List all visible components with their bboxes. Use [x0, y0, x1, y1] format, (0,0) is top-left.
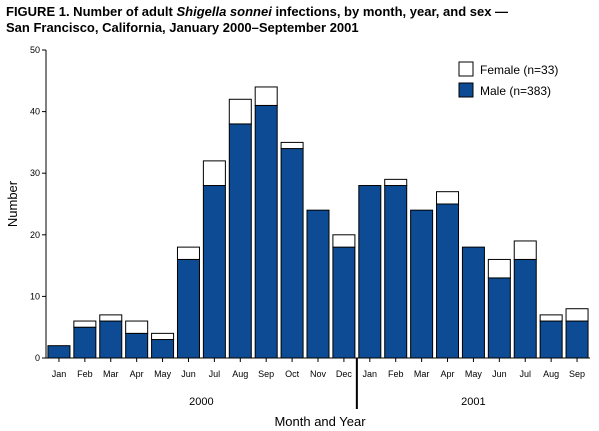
- bar-male-0: [47, 345, 71, 359]
- bar-female-4: [151, 332, 175, 341]
- bar-male-13: [384, 185, 408, 359]
- bar-female-17: [487, 258, 511, 279]
- y-tick-label-4: 40: [30, 107, 40, 117]
- bar-female-3: [125, 320, 149, 334]
- bar-female-6: [202, 160, 226, 187]
- bar-male-8: [254, 104, 278, 359]
- x-tick-label-13: Feb: [388, 369, 404, 379]
- y-tick-label-0: 0: [35, 353, 40, 363]
- bar-male-10: [306, 209, 330, 359]
- bar-male-20: [565, 320, 589, 359]
- bar-male-16: [461, 246, 485, 359]
- bar-male-3: [125, 332, 149, 359]
- x-axis-title: Month and Year: [274, 414, 366, 429]
- x-tick-label-8: Sep: [258, 369, 274, 379]
- bars-group: [47, 86, 589, 359]
- x-tick-label-18: Jul: [519, 369, 531, 379]
- x-tick-label-9: Oct: [285, 369, 300, 379]
- bar-female-8: [254, 86, 278, 106]
- year-label-2001: 2001: [461, 396, 485, 408]
- legend: Female (n=33) Male (n=383): [458, 61, 558, 98]
- labels-group: Jan Feb Mar Apr May Jun Jul Aug Sep Oct Nov Dec Jan F…: [5, 45, 585, 429]
- y-axis-title: Number: [5, 180, 20, 227]
- axes-group: [42, 49, 590, 409]
- x-tick-label-14: Mar: [414, 369, 430, 379]
- legend-label-1: Male (n=383): [480, 84, 551, 98]
- year-label-2000: 2000: [189, 396, 213, 408]
- x-tick-label-1: Feb: [77, 369, 93, 379]
- bar-male-19: [539, 320, 563, 359]
- x-tick-label-10: Nov: [310, 369, 327, 379]
- x-tick-label-16: May: [465, 369, 483, 379]
- x-tick-label-2: Mar: [103, 369, 119, 379]
- bar-female-7: [228, 98, 252, 125]
- bar-female-2: [99, 314, 123, 322]
- bar-male-5: [176, 258, 200, 359]
- y-tick-label-3: 30: [30, 168, 40, 178]
- x-tick-label-19: Aug: [543, 369, 559, 379]
- title-line2: San Francisco, California, January 2000–…: [6, 20, 359, 35]
- bar-male-1: [73, 326, 97, 359]
- title-species: Shigella sonnei: [176, 4, 272, 19]
- bar-male-18: [513, 258, 537, 359]
- bar-female-9: [280, 141, 304, 150]
- bar-male-17: [487, 277, 511, 359]
- title-part1: FIGURE 1. Number of adult: [6, 4, 177, 19]
- bar-female-1: [73, 320, 97, 328]
- bar-female-15: [436, 191, 460, 205]
- bar-male-11: [332, 246, 356, 359]
- bar-female-18: [513, 240, 537, 260]
- bar-male-7: [228, 123, 252, 359]
- x-tick-label-15: Apr: [441, 369, 455, 379]
- x-tick-label-4: May: [154, 369, 172, 379]
- bar-female-13: [384, 178, 408, 187]
- x-tick-label-3: Apr: [130, 369, 144, 379]
- legend-swatch-1: [458, 82, 474, 98]
- x-tick-label-11: Dec: [336, 369, 353, 379]
- x-tick-label-12: Jan: [363, 369, 378, 379]
- x-tick-label-0: Jan: [52, 369, 67, 379]
- bar-male-2: [99, 320, 123, 359]
- bar-male-12: [358, 185, 382, 359]
- bar-male-4: [151, 339, 175, 359]
- bar-female-19: [539, 314, 563, 322]
- bar-male-9: [280, 148, 304, 359]
- chart-title: FIGURE 1. Number of adult Shigella sonne…: [6, 4, 596, 36]
- title-part2: infections, by month, year, and sex —: [271, 4, 509, 19]
- bar-male-6: [202, 185, 226, 359]
- x-tick-label-7: Aug: [232, 369, 248, 379]
- y-tick-label-2: 20: [30, 230, 40, 240]
- bar-female-20: [565, 308, 589, 322]
- bar-male-15: [436, 203, 460, 359]
- legend-label-0: Female (n=33): [480, 63, 558, 77]
- x-tick-label-20: Sep: [569, 369, 585, 379]
- x-tick-label-17: Jun: [492, 369, 507, 379]
- bar-female-11: [332, 234, 356, 248]
- bar-male-14: [410, 209, 434, 359]
- y-tick-label-5: 50: [30, 45, 40, 55]
- bar-female-5: [176, 246, 200, 260]
- legend-swatch-0: [458, 61, 474, 77]
- x-tick-label-6: Jul: [209, 369, 221, 379]
- y-tick-label-1: 10: [30, 291, 40, 301]
- x-tick-label-5: Jun: [181, 369, 196, 379]
